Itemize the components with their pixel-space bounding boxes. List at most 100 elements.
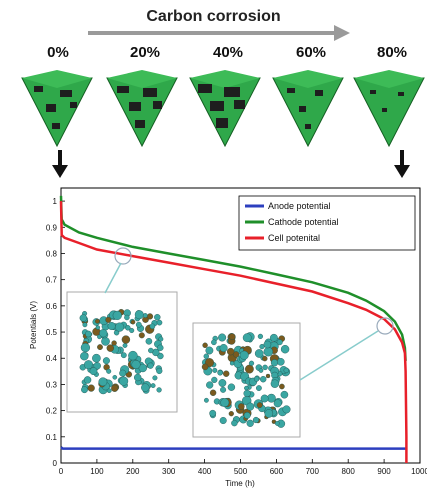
particle	[120, 352, 127, 359]
particle	[148, 347, 154, 354]
series-line-cathode	[59, 195, 407, 361]
particle	[106, 344, 115, 352]
particle	[276, 357, 285, 366]
particle	[95, 318, 100, 324]
particle	[107, 322, 116, 331]
x-tick-label: 700	[306, 467, 320, 476]
corrosion-arrow-shaft	[88, 31, 338, 35]
cube-image-0	[21, 70, 93, 148]
particle	[229, 361, 235, 366]
particle	[244, 385, 249, 391]
cube-image-20	[106, 70, 178, 148]
particle	[246, 402, 255, 411]
particle	[101, 337, 110, 346]
percent-label-40: 40%	[212, 44, 244, 61]
percent-label-0: 0%	[47, 44, 69, 61]
particle	[131, 360, 141, 370]
particle	[220, 398, 230, 407]
particle	[156, 367, 163, 375]
particle	[218, 379, 227, 387]
particle	[82, 322, 88, 328]
y-tick-label: 0	[53, 459, 58, 468]
series-line-anode	[60, 446, 406, 450]
particle	[218, 333, 227, 342]
particle	[149, 323, 156, 330]
particle	[276, 339, 283, 346]
particle	[145, 337, 153, 345]
particle	[134, 310, 144, 320]
highlight-circle-right	[376, 317, 394, 335]
particle	[124, 314, 130, 321]
particle	[239, 350, 249, 360]
particle	[201, 363, 209, 371]
particle	[157, 352, 164, 360]
down-arrow-right	[394, 150, 410, 178]
x-tick-label: 300	[162, 467, 176, 476]
particle	[264, 409, 274, 418]
particle	[92, 353, 101, 363]
particle	[154, 314, 161, 321]
particle	[156, 319, 163, 326]
particle	[242, 333, 252, 343]
cube-image-60	[272, 70, 344, 148]
particle	[219, 344, 228, 353]
particle	[260, 376, 267, 383]
cube-image-80	[353, 70, 425, 148]
y-tick-label: 0.4	[46, 354, 58, 363]
particle	[125, 325, 131, 331]
particle	[205, 346, 214, 355]
highlight-circle-left	[114, 247, 132, 265]
particle	[257, 333, 264, 340]
particle	[79, 314, 88, 322]
particle	[274, 420, 280, 426]
particle	[87, 384, 95, 392]
y-tick-label: 0.6	[46, 302, 58, 311]
x-tick-label: 900	[377, 467, 391, 476]
particle	[81, 386, 88, 394]
particle	[237, 403, 245, 410]
x-tick-label: 100	[90, 467, 104, 476]
particle	[260, 394, 269, 403]
particle	[262, 355, 268, 362]
particle	[220, 386, 227, 393]
y-tick-label: 0.1	[46, 433, 58, 442]
particle	[256, 402, 263, 408]
callout-line-left	[104, 262, 122, 294]
particle	[102, 357, 110, 365]
particle	[156, 387, 162, 393]
particle	[243, 389, 251, 398]
particle	[128, 350, 138, 361]
particle	[203, 353, 210, 359]
particle	[222, 370, 230, 377]
particle	[253, 376, 260, 382]
particle	[93, 362, 101, 370]
particle	[112, 374, 118, 380]
particle	[141, 383, 150, 392]
y-tick-label: 0.5	[46, 328, 58, 337]
particle	[263, 347, 273, 357]
cube-image-40	[189, 70, 261, 148]
percent-label-20: 20%	[129, 44, 161, 61]
particle	[279, 383, 285, 390]
y-tick-label: 0.3	[46, 380, 58, 389]
particle	[209, 389, 217, 396]
particle	[263, 340, 272, 349]
particle	[270, 359, 279, 367]
particle	[231, 419, 238, 427]
particle	[114, 322, 125, 332]
x-tick-label: 1000	[411, 467, 427, 476]
particle	[80, 343, 91, 353]
x-tick-label: 200	[126, 467, 140, 476]
legend-label-cell: Cell potenital	[268, 233, 320, 243]
particle	[255, 385, 262, 391]
down-arrow-left	[52, 150, 68, 178]
x-tick-label: 400	[198, 467, 212, 476]
particle	[228, 411, 234, 417]
particle	[202, 342, 208, 348]
particle	[280, 390, 289, 399]
particle	[150, 383, 156, 388]
particle	[203, 397, 209, 403]
x-axis-label: Time (h)	[225, 479, 255, 488]
particle	[118, 376, 129, 386]
